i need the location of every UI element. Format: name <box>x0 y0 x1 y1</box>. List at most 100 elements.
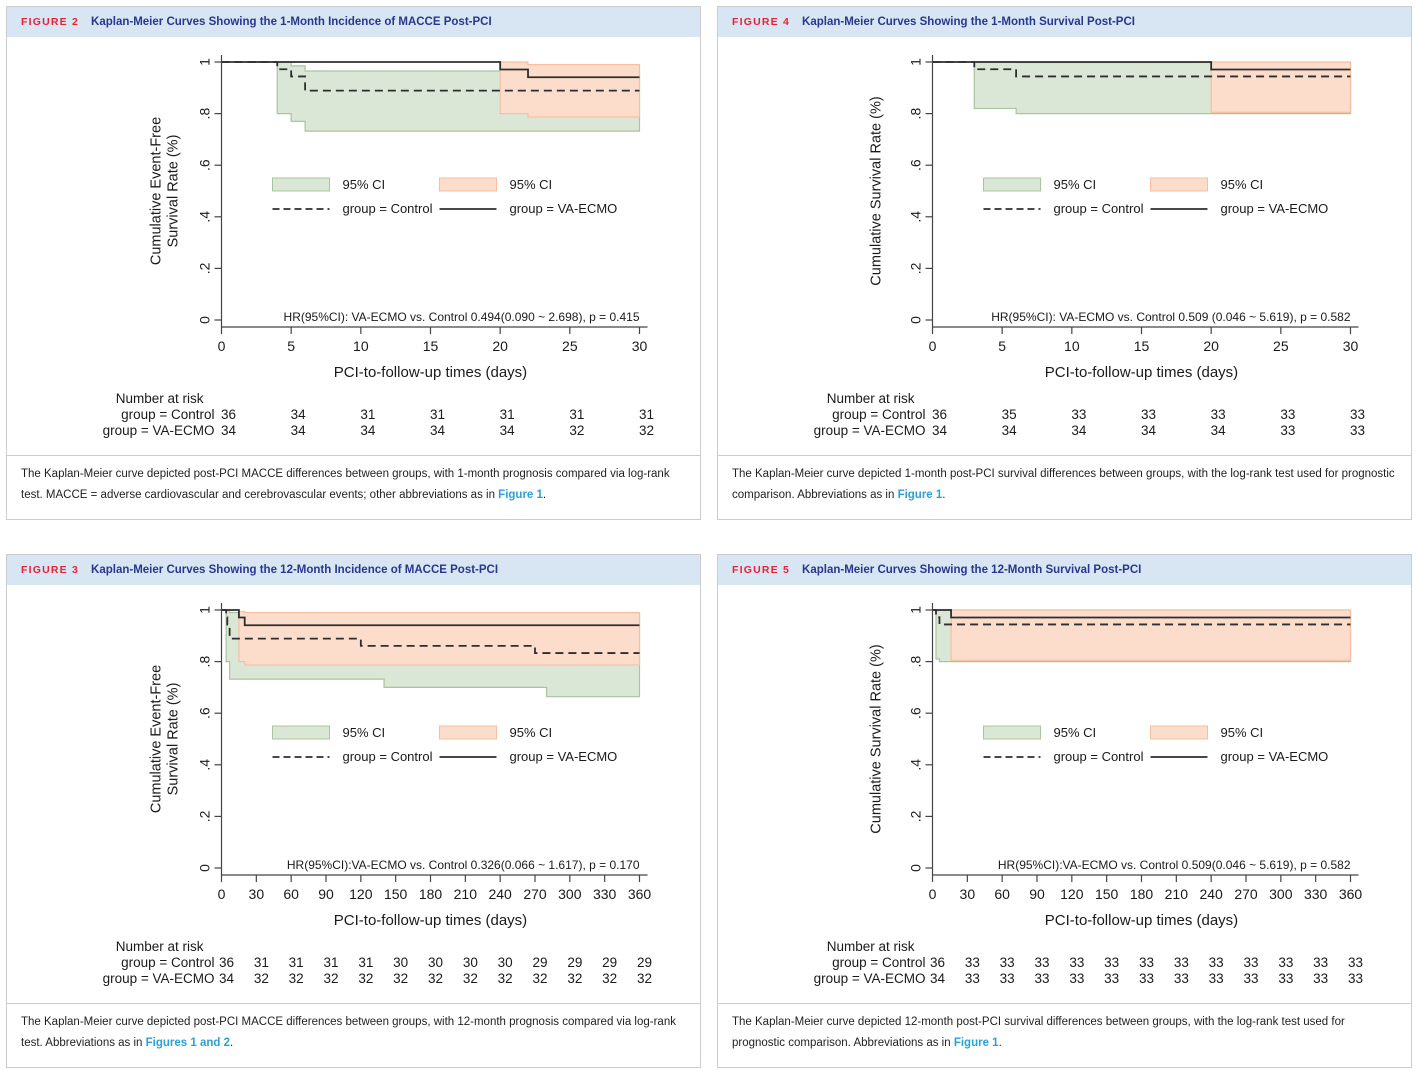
figure-link[interactable]: Figure 1 <box>953 1037 999 1050</box>
legend-label-control: group = Control <box>343 201 433 216</box>
at-risk-value: 33 <box>1071 407 1086 422</box>
at-risk-value: 34 <box>1141 423 1157 438</box>
x-tick-label: 0 <box>929 886 937 902</box>
x-tick-label: 5 <box>998 338 1006 354</box>
figure-link[interactable]: Figure 1 <box>498 489 543 502</box>
x-tick-label: 90 <box>1029 886 1045 902</box>
caption-text: . <box>942 489 946 502</box>
figure-title: Kaplan-Meier Curves Showing the 1-Month … <box>802 16 1135 28</box>
at-risk-value: 34 <box>1002 423 1018 438</box>
caption-text: . <box>542 489 547 502</box>
y-tick-label: .2 <box>907 262 923 274</box>
at-risk-value: 32 <box>567 971 582 986</box>
y-tick-label: .4 <box>907 759 923 771</box>
at-risk-value: 31 <box>500 407 515 422</box>
figure-link[interactable]: Figure 1 <box>897 489 943 502</box>
at-risk-row-label: group = Control <box>121 407 214 422</box>
y-tick-label: .2 <box>196 810 212 822</box>
x-tick-label: 10 <box>353 338 369 354</box>
at-risk-row-label: group = Control <box>121 955 214 970</box>
at-risk-value: 33 <box>1348 955 1363 970</box>
at-risk-value: 36 <box>930 955 945 970</box>
at-risk-value: 33 <box>1104 971 1119 986</box>
y-tick-label: 0 <box>907 864 923 872</box>
y-tick-label: 0 <box>196 864 212 872</box>
x-tick-label: 30 <box>632 338 648 354</box>
legend-label-ecmo: group = VA-ECMO <box>1221 749 1329 764</box>
caption-text: The Kaplan-Meier curve depicted 1-month … <box>732 468 1395 502</box>
x-tick-label: 0 <box>218 886 226 902</box>
at-risk-row-label: group = Control <box>832 407 925 422</box>
figure-title: Kaplan-Meier Curves Showing the 12-Month… <box>802 564 1142 576</box>
at-risk-value: 33 <box>1278 971 1293 986</box>
at-risk-value: 33 <box>1174 971 1189 986</box>
y-tick-label: 0 <box>196 316 212 324</box>
x-tick-label: 5 <box>287 338 295 354</box>
at-risk-value: 29 <box>567 955 582 970</box>
at-risk-value: 34 <box>430 423 446 438</box>
at-risk-value: 35 <box>1002 407 1017 422</box>
at-risk-value: 33 <box>1350 423 1365 438</box>
at-risk-value: 31 <box>323 955 338 970</box>
km-plot-container: 0 5 10 15 20 25 30 0 .2 .4 .6 .8 1 Cumulative Surviva… <box>718 37 1411 455</box>
legend-swatch-ecmo-ci <box>1150 725 1208 740</box>
x-tick-label: 330 <box>593 886 617 902</box>
x-tick-label: 90 <box>318 886 334 902</box>
at-risk-value: 31 <box>254 955 269 970</box>
x-tick-label: 270 <box>1234 886 1258 902</box>
x-tick-label: 210 <box>1165 886 1189 902</box>
x-tick-label: 60 <box>283 886 299 902</box>
number-at-risk-title: Number at risk <box>116 939 204 954</box>
legend-label-control-ci: 95% CI <box>1054 177 1097 192</box>
at-risk-value: 31 <box>358 955 373 970</box>
x-tick-label: 20 <box>492 338 508 354</box>
x-tick-label: 300 <box>558 886 582 902</box>
figure-number-label: FIGURE 4 <box>732 16 791 28</box>
at-risk-value: 34 <box>221 423 237 438</box>
at-risk-value: 32 <box>637 971 652 986</box>
legend-swatch-ecmo-ci <box>439 725 497 740</box>
at-risk-value: 36 <box>932 407 947 422</box>
legend-label-control-ci: 95% CI <box>343 725 386 740</box>
at-risk-value: 31 <box>289 955 304 970</box>
at-risk-row-label: group = VA-ECMO <box>814 971 926 986</box>
y-tick-label: .6 <box>196 707 212 719</box>
at-risk-value: 33 <box>1209 955 1224 970</box>
caption-text: The Kaplan-Meier curve depicted 12-month… <box>732 1016 1345 1050</box>
x-axis-label: PCI-to-follow-up times (days) <box>1045 364 1238 381</box>
figure-caption: The Kaplan-Meier curve depicted post-PCI… <box>7 1003 700 1067</box>
x-tick-label: 240 <box>488 886 512 902</box>
y-axis-label: Survival Rate (%) <box>166 135 182 248</box>
x-axis-label: PCI-to-follow-up times (days) <box>334 912 527 929</box>
at-risk-value: 33 <box>1139 971 1154 986</box>
figure-caption: The Kaplan-Meier curve depicted 1-month … <box>718 455 1411 519</box>
at-risk-row-label: group = VA-ECMO <box>814 423 926 438</box>
x-tick-label: 210 <box>454 886 478 902</box>
legend-swatch-ecmo-ci <box>439 177 497 192</box>
y-tick-label: .6 <box>907 707 923 719</box>
x-tick-label: 300 <box>1269 886 1293 902</box>
figure-caption: The Kaplan-Meier curve depicted post-PCI… <box>7 455 700 519</box>
legend-label-ecmo: group = VA-ECMO <box>1221 201 1329 216</box>
at-risk-value: 30 <box>428 955 443 970</box>
at-risk-value: 32 <box>569 423 584 438</box>
legend-swatch-ecmo-ci <box>1150 177 1208 192</box>
at-risk-value: 32 <box>498 971 513 986</box>
at-risk-value: 36 <box>221 407 236 422</box>
at-risk-row-label: group = Control <box>832 955 925 970</box>
at-risk-value: 34 <box>291 407 307 422</box>
at-risk-value: 36 <box>219 955 234 970</box>
at-risk-value: 33 <box>1280 407 1295 422</box>
figure-link[interactable]: Figures 1 and 2 <box>145 1037 231 1050</box>
x-tick-label: 150 <box>1095 886 1119 902</box>
at-risk-value: 33 <box>1034 971 1049 986</box>
at-risk-value: 33 <box>1278 955 1293 970</box>
at-risk-value: 33 <box>1174 955 1189 970</box>
at-risk-value: 34 <box>932 423 948 438</box>
y-axis-label: Survival Rate (%) <box>166 683 182 796</box>
x-tick-label: 15 <box>423 338 439 354</box>
at-risk-value: 33 <box>1069 971 1084 986</box>
y-tick-label: .8 <box>196 656 212 668</box>
x-tick-label: 0 <box>218 338 226 354</box>
x-tick-label: 25 <box>562 338 578 354</box>
